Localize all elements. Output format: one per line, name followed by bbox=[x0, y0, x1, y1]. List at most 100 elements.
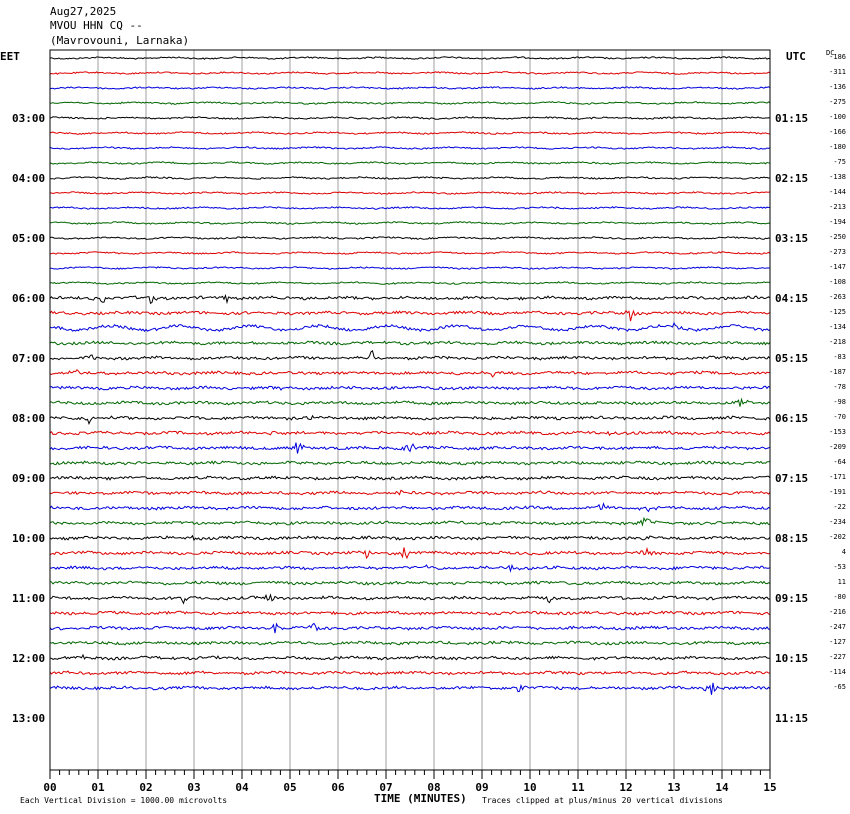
dc-offset-value: -250 bbox=[829, 233, 846, 241]
dc-offset-value: -311 bbox=[829, 68, 846, 76]
seismic-traces bbox=[49, 56, 771, 695]
seismic-trace-line bbox=[49, 534, 771, 542]
x-tick-label: 15 bbox=[763, 781, 777, 794]
seismic-trace-line bbox=[49, 516, 771, 527]
seismic-trace-line bbox=[49, 610, 771, 616]
dc-offset-value: -136 bbox=[829, 83, 846, 91]
seismic-trace-line bbox=[49, 236, 771, 240]
dc-offset-value: 4 bbox=[841, 548, 846, 556]
dc-offset-value: -75 bbox=[833, 158, 846, 166]
dc-offset-value: -171 bbox=[829, 473, 846, 481]
seismic-trace-line bbox=[49, 176, 771, 180]
x-tick-label: 05 bbox=[283, 781, 297, 794]
dc-offset-value: -191 bbox=[829, 488, 846, 496]
seismic-trace-line bbox=[49, 309, 771, 322]
seismic-trace-line bbox=[49, 430, 771, 437]
station-code: MVOU HHN CQ -- bbox=[50, 19, 143, 32]
dc-offset-value: -209 bbox=[829, 443, 846, 451]
seismic-trace-line bbox=[49, 71, 771, 75]
dc-offset-value: -134 bbox=[829, 323, 846, 331]
dc-offset-value: -125 bbox=[829, 308, 846, 316]
seismic-trace-line bbox=[49, 321, 771, 333]
x-tick-label: 13 bbox=[667, 781, 681, 794]
dc-offset-value: -202 bbox=[829, 533, 846, 541]
x-tick-label: 06 bbox=[331, 781, 345, 794]
seismic-trace-line bbox=[49, 622, 771, 634]
seismic-trace-line bbox=[49, 502, 771, 513]
seismic-trace-line bbox=[49, 682, 771, 695]
right-hour-label: 08:15 bbox=[775, 532, 809, 545]
dc-offset-value: -166 bbox=[829, 128, 846, 136]
clipping-note: Traces clipped at plus/minus 20 vertical… bbox=[482, 796, 723, 805]
seismic-trace-line bbox=[49, 349, 771, 361]
seismic-trace-line bbox=[49, 580, 771, 586]
dc-offset-value: -273 bbox=[829, 248, 846, 256]
dc-offset-value: -138 bbox=[829, 173, 846, 181]
left-hour-label: 12:00 bbox=[12, 652, 46, 665]
seismic-trace-line bbox=[49, 206, 771, 210]
x-tick-label: 08 bbox=[427, 781, 441, 794]
right-hour-label: 04:15 bbox=[775, 292, 809, 305]
dc-offset-value: -127 bbox=[829, 638, 846, 646]
seismic-trace-line bbox=[49, 56, 771, 60]
x-tick-label: 09 bbox=[475, 781, 489, 794]
left-hour-label: 09:00 bbox=[12, 472, 46, 485]
right-hour-label: 05:15 bbox=[775, 352, 809, 365]
x-tick-label: 04 bbox=[235, 781, 249, 794]
dc-offset-value: -216 bbox=[829, 608, 846, 616]
right-hour-label: 06:15 bbox=[775, 412, 809, 425]
seismic-trace-line bbox=[49, 281, 771, 285]
right-hour-label: 02:15 bbox=[775, 172, 809, 185]
seismic-trace-line bbox=[49, 161, 771, 165]
dc-offset-value: -153 bbox=[829, 428, 846, 436]
vertical-scale-note: Each Vertical Division = 1000.00 microvo… bbox=[20, 796, 228, 805]
x-tick-label: 10 bbox=[523, 781, 537, 794]
dc-offset-value: -227 bbox=[829, 653, 846, 661]
seismic-trace-line bbox=[50, 563, 771, 573]
seismic-trace-line bbox=[49, 191, 771, 195]
dc-offset-value: -78 bbox=[833, 383, 846, 391]
dc-offset-value: -234 bbox=[829, 518, 846, 526]
x-axis-title: TIME (MINUTES) bbox=[374, 792, 467, 805]
seismic-trace-line bbox=[49, 86, 771, 90]
seismic-trace-line bbox=[49, 546, 771, 560]
plot-frame bbox=[49, 49, 771, 771]
x-tick-label: 11 bbox=[571, 781, 585, 794]
dc-offset-value: -80 bbox=[833, 593, 846, 601]
seismic-trace-line bbox=[50, 475, 771, 481]
dc-offset-value: -22 bbox=[833, 503, 846, 511]
dc-offset-value: -194 bbox=[829, 218, 846, 226]
left-hour-label: 06:00 bbox=[12, 292, 46, 305]
seismic-trace-line bbox=[49, 146, 771, 150]
dc-offset-value: -263 bbox=[829, 293, 846, 301]
x-tick-label: 00 bbox=[43, 781, 57, 794]
right-hour-label: 03:15 bbox=[775, 232, 809, 245]
chart-date: Aug27,2025 bbox=[50, 5, 117, 18]
seismic-trace-line bbox=[49, 221, 771, 225]
dc-offset-value: -114 bbox=[829, 668, 846, 676]
seismic-trace-line bbox=[49, 340, 771, 346]
x-tick-label: 02 bbox=[139, 781, 153, 794]
x-tick-label: 14 bbox=[715, 781, 729, 794]
seismic-trace-line bbox=[49, 116, 771, 120]
seismic-trace-line bbox=[49, 640, 771, 646]
seismic-trace-line bbox=[49, 266, 771, 270]
seismic-trace-line bbox=[50, 460, 771, 466]
right-hour-label: 10:15 bbox=[775, 652, 809, 665]
dc-offset-header: DC bbox=[826, 49, 835, 57]
seismic-trace-line bbox=[49, 397, 771, 407]
x-tick-label: 12 bbox=[619, 781, 633, 794]
left-hour-label: 07:00 bbox=[12, 352, 46, 365]
dc-offset-value: -247 bbox=[829, 623, 846, 631]
seismic-trace-line bbox=[49, 293, 771, 305]
seismic-trace-line bbox=[49, 653, 771, 661]
seismic-trace-line bbox=[49, 131, 771, 135]
right-hour-label: 09:15 bbox=[775, 592, 809, 605]
dc-offset-value: -108 bbox=[829, 278, 846, 286]
dc-offset-value: -64 bbox=[833, 458, 846, 466]
dc-offset-value: -83 bbox=[833, 353, 846, 361]
dc-offset-value: -275 bbox=[829, 98, 846, 106]
grid-lines bbox=[97, 50, 723, 770]
seismic-trace-line bbox=[49, 251, 771, 255]
seismic-trace-line bbox=[49, 593, 771, 605]
